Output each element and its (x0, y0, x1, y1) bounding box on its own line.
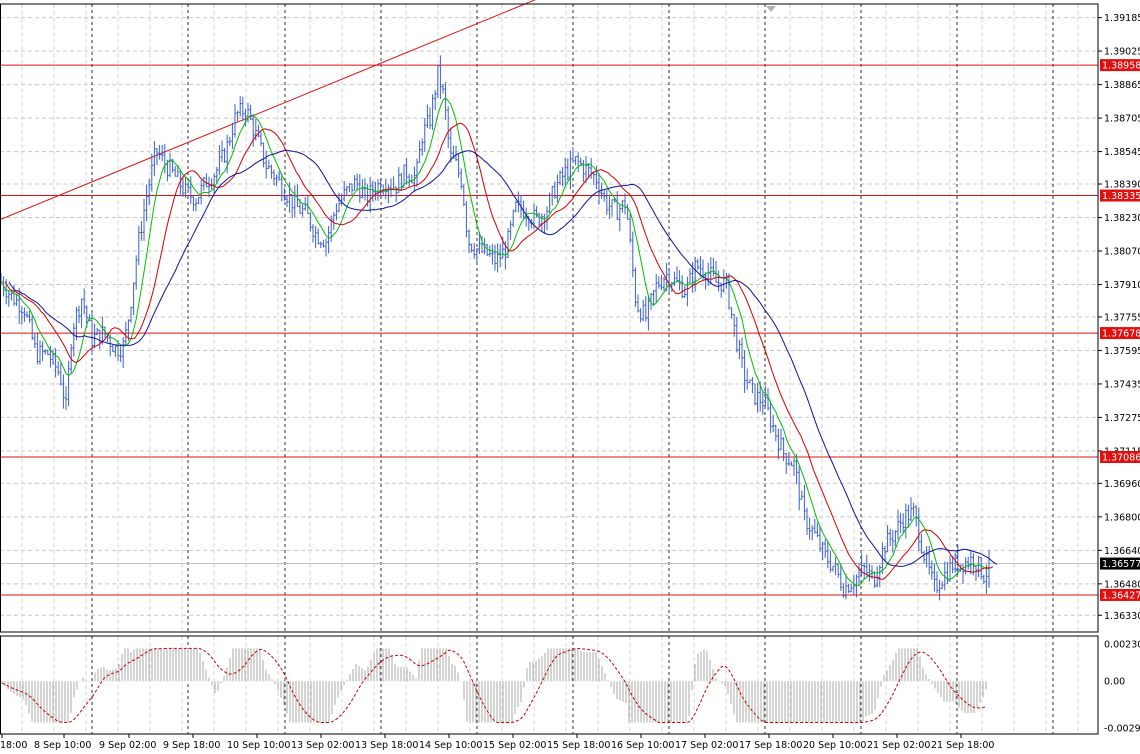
level-tag-label: 1.36427 (1102, 590, 1140, 601)
price-axis: 1.39185 1.39025 1.38865 1.38705 1.38545 1.383… (1098, 13, 1140, 622)
time-tick-label: 17 Sep 18:00 (739, 740, 802, 751)
scroll-marker-icon[interactable] (766, 6, 776, 12)
level-tag-background (1100, 189, 1140, 202)
time-tick-label: 18:00 (0, 740, 27, 751)
chart-frame (0, 3, 1099, 735)
current-price-tag: 1.36577 (1100, 557, 1140, 570)
oscillator-panel-border (0, 635, 1099, 735)
time-tick-label: 16 Sep 10:00 (611, 740, 674, 751)
level-tag-label: 1.38335 (1102, 191, 1140, 202)
price-tick-label: 1.38390 (1104, 180, 1140, 191)
level-price-tag: 1.37678 (1100, 327, 1140, 340)
price-tick-label: 1.38230 (1104, 213, 1140, 224)
time-tick-label: 10 Sep 10:00 (227, 740, 290, 751)
price-tick-label: 1.37755 (1104, 312, 1140, 323)
time-tick-label: 13 Sep 18:00 (355, 740, 418, 751)
level-tag-background (1100, 588, 1140, 601)
time-tick-label: 21 Sep 02:00 (867, 740, 930, 751)
oscillator-panel (1, 647, 987, 723)
oscillator-tick-label: 0.002308 (1104, 640, 1140, 651)
price-tick-label: 1.36800 (1104, 512, 1140, 523)
level-price-tag: 1.38958 (1100, 59, 1140, 72)
time-tick-label: 9 Sep 18:00 (163, 740, 220, 751)
trendline-line[interactable] (0, 0, 586, 221)
price-tick-label: 1.39185 (1104, 13, 1140, 24)
price-bars (0, 55, 991, 601)
level-price-tag: 1.37086 (1100, 450, 1140, 463)
level-tag-background (1100, 327, 1140, 340)
current-price-label: 1.36577 (1102, 559, 1140, 570)
current-price-tag-background (1100, 557, 1140, 570)
time-tick-label: 8 Sep 10:00 (34, 740, 91, 751)
time-tick-label: 17 Sep 02:00 (675, 740, 738, 751)
price-tick-label: 1.36330 (1104, 611, 1140, 622)
level-tag-label: 1.37678 (1102, 329, 1140, 340)
level-tag-label: 1.38958 (1102, 61, 1140, 72)
price-tick-label: 1.38705 (1104, 114, 1140, 125)
time-tick-label: 15 Sep 02:00 (483, 740, 546, 751)
time-tick-label: 13 Sep 02:00 (291, 740, 354, 751)
oscillator-axis: 0.002308 0.00 -0.00290 (1104, 640, 1140, 735)
time-axis: 18:00 8 Sep 10:00 9 Sep 02:00 9 Sep 18:00 10… (0, 734, 994, 751)
price-tick-label: 1.38070 (1104, 247, 1140, 258)
time-tick-label: 21 Sep 18:00 (931, 740, 994, 751)
price-tick-label: 1.39025 (1104, 47, 1140, 58)
time-tick-label: 9 Sep 02:00 (99, 740, 156, 751)
price-tick-label: 1.38545 (1104, 147, 1140, 158)
price-tick-label: 1.36960 (1104, 479, 1140, 490)
level-price-tag: 1.38335 (1100, 189, 1140, 202)
price-tick-label: 1.36640 (1104, 546, 1140, 557)
moving-average-line-1 (0, 97, 990, 587)
moving-average-line-3 (8, 149, 998, 567)
time-tick-label: 14 Sep 10:00 (419, 740, 482, 751)
level-tag-label: 1.37086 (1102, 452, 1140, 463)
price-tick-label: 1.36480 (1104, 579, 1140, 590)
trendline[interactable] (0, 0, 586, 221)
moving-average-line-2 (4, 122, 994, 580)
level-tag-background (1100, 59, 1140, 72)
oscillator-signal-line (1, 647, 987, 723)
moving-averages (0, 97, 998, 587)
level-price-tag: 1.36427 (1100, 588, 1140, 601)
price-tags: 1.38958 1.38335 1.37678 1.37086 1.36427 1.365… (1100, 59, 1140, 601)
oscillator-tick-label: -0.00290 (1104, 724, 1140, 735)
main-panel-border (0, 3, 1099, 633)
price-tick-label: 1.37910 (1104, 280, 1140, 291)
time-tick-label: 15 Sep 18:00 (547, 740, 610, 751)
level-tag-background (1100, 450, 1140, 463)
oscillator-tick-label: 0.00 (1104, 677, 1125, 688)
price-tick-label: 1.38865 (1104, 80, 1140, 91)
price-tick-label: 1.37435 (1104, 379, 1140, 390)
time-tick-label: 20 Sep 10:00 (803, 740, 866, 751)
price-tick-label: 1.37275 (1104, 413, 1140, 424)
price-tick-label: 1.37595 (1104, 346, 1140, 357)
grid (0, 4, 1098, 734)
